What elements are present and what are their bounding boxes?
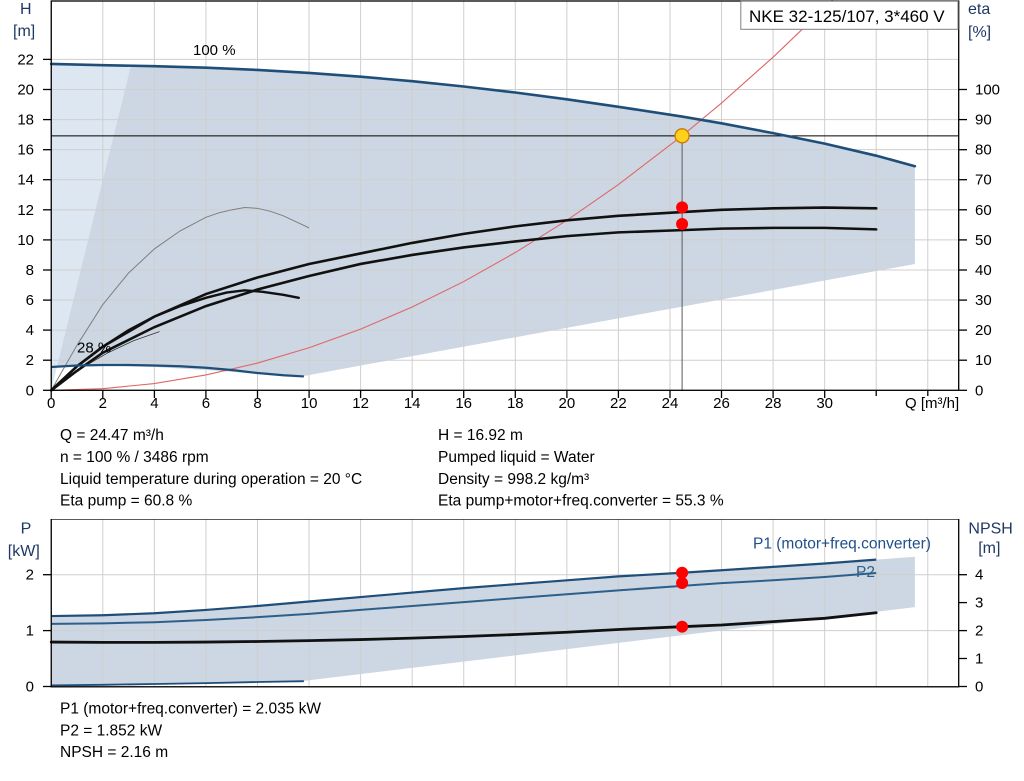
svg-text:NPSH: NPSH bbox=[968, 521, 1012, 538]
svg-text:80: 80 bbox=[975, 142, 992, 159]
svg-text:1: 1 bbox=[975, 651, 983, 668]
svg-text:16: 16 bbox=[17, 142, 34, 159]
svg-text:10: 10 bbox=[975, 352, 992, 369]
svg-text:0: 0 bbox=[975, 382, 983, 399]
svg-text:4: 4 bbox=[975, 567, 983, 584]
svg-text:P: P bbox=[21, 521, 32, 538]
svg-text:2: 2 bbox=[975, 623, 983, 640]
svg-text:P2 = 1.852 kW: P2 = 1.852 kW bbox=[60, 722, 162, 739]
svg-text:Eta pump = 60.8 %: Eta pump = 60.8 % bbox=[60, 493, 192, 510]
svg-text:P1 (motor+freq.converter) = 2.: P1 (motor+freq.converter) = 2.035 kW bbox=[60, 701, 321, 718]
svg-text:100: 100 bbox=[975, 82, 1000, 99]
svg-text:P1 (motor+freq.converter): P1 (motor+freq.converter) bbox=[753, 536, 931, 553]
svg-text:12: 12 bbox=[17, 202, 34, 219]
svg-text:Eta pump+motor+freq.converter: Eta pump+motor+freq.converter = 55.3 % bbox=[438, 493, 724, 510]
svg-text:Q = 24.47 m³/h: Q = 24.47 m³/h bbox=[60, 427, 164, 444]
svg-text:[kW]: [kW] bbox=[8, 543, 40, 560]
svg-text:NKE 32-125/107, 3*460 V: NKE 32-125/107, 3*460 V bbox=[749, 7, 945, 26]
svg-text:Liquid temperature during oper: Liquid temperature during operation = 20… bbox=[60, 471, 362, 488]
svg-text:18: 18 bbox=[17, 112, 34, 129]
svg-text:[%]: [%] bbox=[968, 24, 991, 41]
svg-text:1: 1 bbox=[26, 623, 34, 640]
svg-text:22: 22 bbox=[17, 51, 34, 68]
svg-text:8: 8 bbox=[26, 262, 34, 279]
svg-text:Density = 998.2 kg/m³: Density = 998.2 kg/m³ bbox=[438, 471, 589, 488]
svg-text:50: 50 bbox=[975, 232, 992, 249]
svg-text:Pumped liquid = Water: Pumped liquid = Water bbox=[438, 449, 595, 466]
svg-text:4: 4 bbox=[26, 322, 34, 339]
svg-text:NPSH = 2.16 m: NPSH = 2.16 m bbox=[60, 744, 168, 761]
svg-text:P2: P2 bbox=[856, 564, 875, 581]
svg-text:10: 10 bbox=[17, 232, 34, 249]
svg-text:100 %: 100 % bbox=[193, 42, 236, 59]
svg-text:n = 100 % / 3486 rpm: n = 100 % / 3486 rpm bbox=[60, 449, 209, 466]
svg-text:60: 60 bbox=[975, 202, 992, 219]
svg-text:Q [m³/h]: Q [m³/h] bbox=[905, 395, 959, 412]
svg-text:H: H bbox=[20, 1, 32, 18]
svg-text:2: 2 bbox=[26, 352, 34, 369]
svg-text:90: 90 bbox=[975, 112, 992, 129]
svg-text:[m]: [m] bbox=[13, 23, 35, 40]
svg-text:0: 0 bbox=[26, 679, 34, 696]
svg-text:30: 30 bbox=[975, 292, 992, 309]
svg-text:70: 70 bbox=[975, 172, 992, 189]
svg-text:2: 2 bbox=[26, 567, 34, 584]
svg-text:20: 20 bbox=[17, 82, 34, 99]
svg-text:[m]: [m] bbox=[978, 540, 1000, 557]
svg-text:6: 6 bbox=[26, 292, 34, 309]
svg-text:20: 20 bbox=[975, 322, 992, 339]
svg-text:eta: eta bbox=[968, 1, 990, 18]
svg-text:40: 40 bbox=[975, 262, 992, 279]
svg-text:H = 16.92 m: H = 16.92 m bbox=[438, 427, 523, 444]
svg-text:0: 0 bbox=[975, 679, 983, 696]
svg-text:28 %: 28 % bbox=[77, 340, 111, 357]
svg-text:3: 3 bbox=[975, 595, 983, 612]
svg-text:14: 14 bbox=[17, 172, 34, 189]
svg-text:0: 0 bbox=[26, 382, 34, 399]
